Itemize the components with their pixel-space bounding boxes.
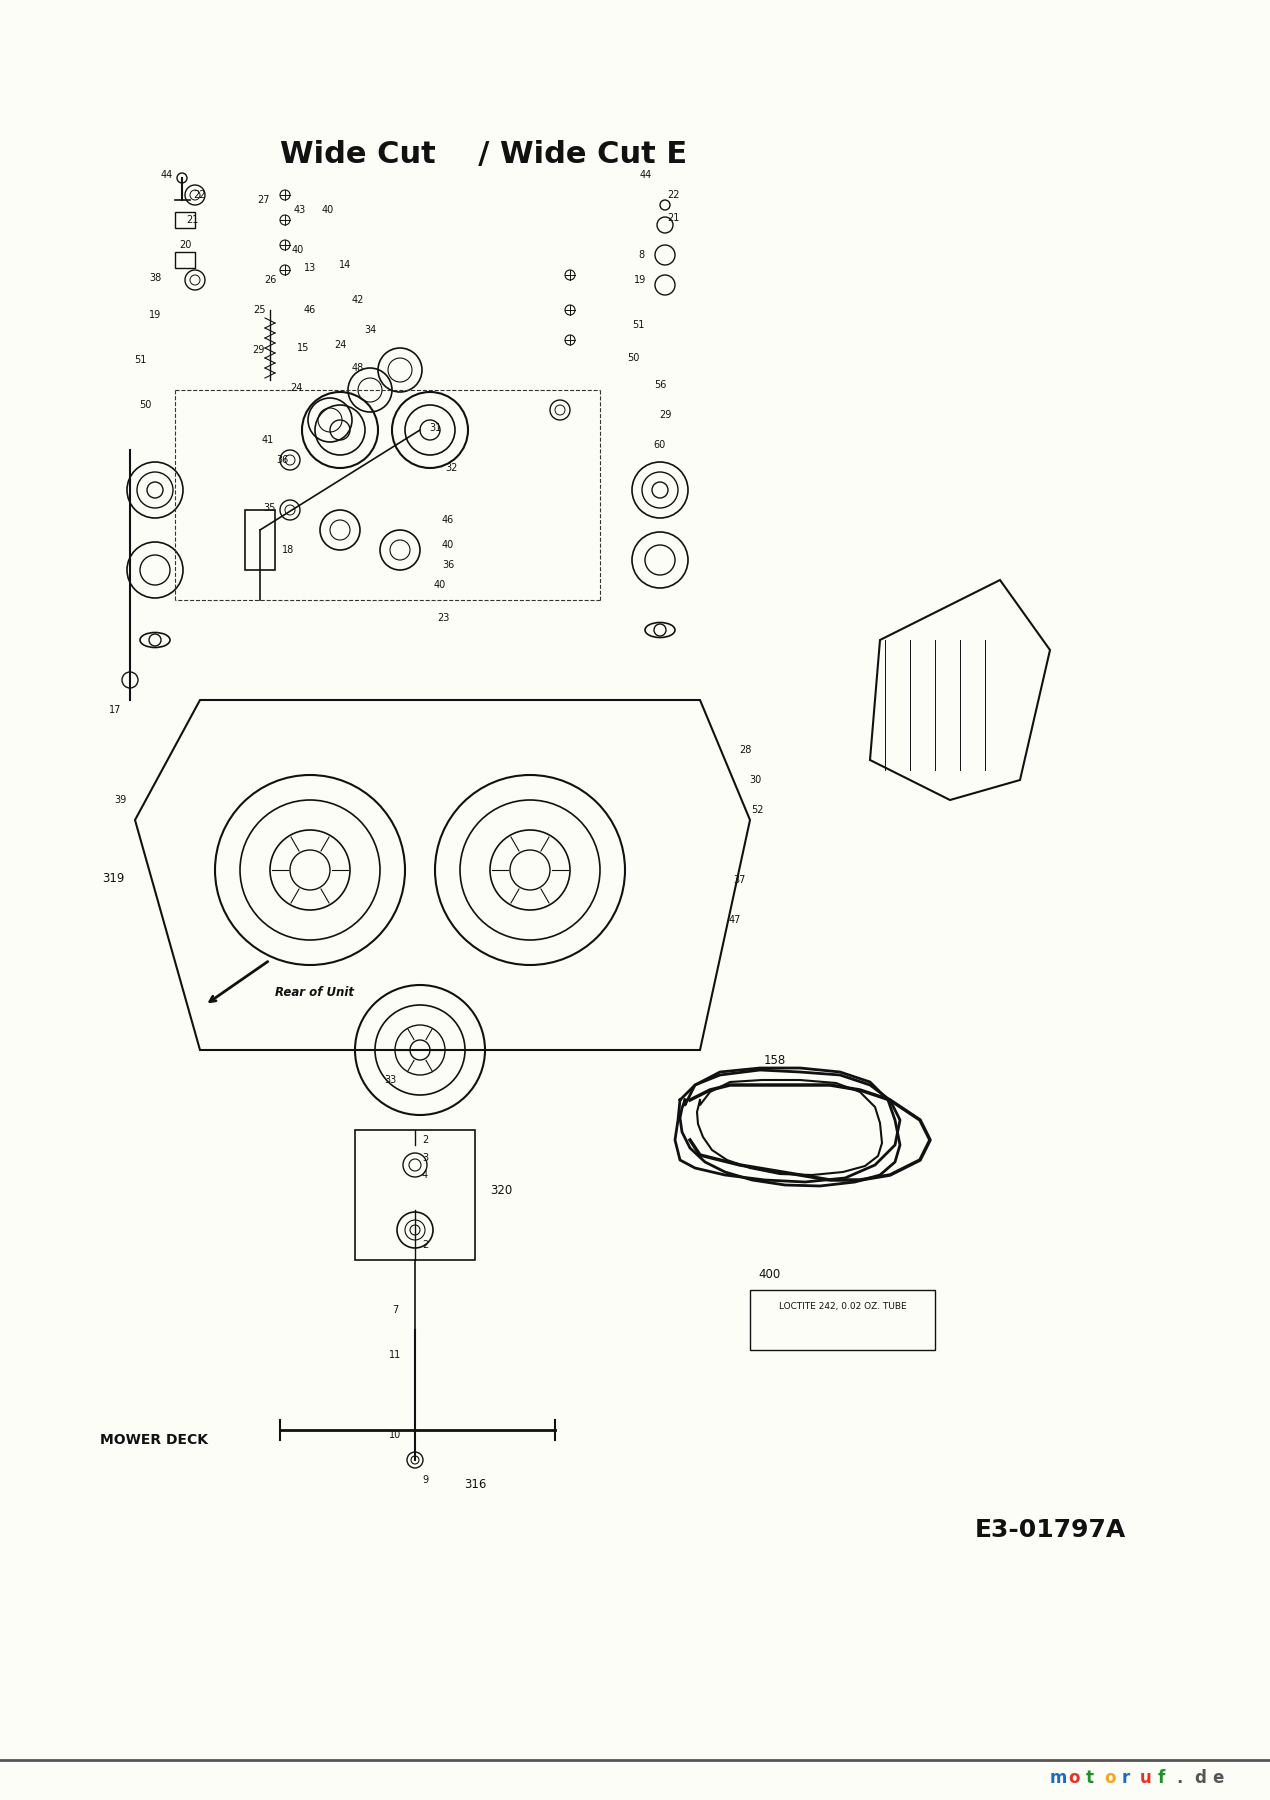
Text: 31: 31	[429, 423, 441, 434]
Text: MOWER DECK: MOWER DECK	[100, 1433, 208, 1447]
Text: 43: 43	[293, 205, 306, 214]
Text: t: t	[1086, 1769, 1093, 1787]
Text: 25: 25	[254, 304, 267, 315]
Text: 21: 21	[667, 212, 679, 223]
Text: 48: 48	[352, 364, 364, 373]
Bar	[175, 212, 196, 229]
Text: 11: 11	[389, 1350, 401, 1361]
Text: 23: 23	[437, 614, 450, 623]
Bar	[751, 1291, 935, 1350]
Text: e: e	[1212, 1769, 1223, 1787]
Text: 33: 33	[384, 1075, 396, 1085]
Text: 40: 40	[434, 580, 446, 590]
Text: 60: 60	[654, 439, 667, 450]
Text: 40: 40	[321, 205, 334, 214]
Text: 9: 9	[422, 1474, 428, 1485]
Text: 56: 56	[654, 380, 667, 391]
Text: 24: 24	[290, 383, 302, 392]
Text: E3-01797A: E3-01797A	[974, 1517, 1125, 1543]
Text: 37: 37	[734, 875, 747, 886]
Bar	[356, 1130, 475, 1260]
Text: r: r	[1121, 1769, 1130, 1787]
Text: Wide Cut    / Wide Cut E: Wide Cut / Wide Cut E	[279, 140, 687, 169]
Text: LOCTITE 242, 0.02 OZ. TUBE: LOCTITE 242, 0.02 OZ. TUBE	[780, 1303, 907, 1312]
Text: 15: 15	[297, 344, 309, 353]
Text: 52: 52	[751, 805, 763, 815]
Text: 28: 28	[739, 745, 751, 754]
Text: 40: 40	[292, 245, 304, 256]
Text: 158: 158	[763, 1053, 786, 1066]
Text: 29: 29	[251, 346, 264, 355]
Text: o: o	[1068, 1769, 1080, 1787]
Text: 46: 46	[304, 304, 316, 315]
Text: 42: 42	[352, 295, 364, 304]
Text: 400: 400	[758, 1269, 780, 1282]
Text: 29: 29	[659, 410, 671, 419]
Text: 7: 7	[392, 1305, 398, 1316]
Text: 2: 2	[422, 1136, 428, 1145]
Text: 22: 22	[194, 191, 206, 200]
Text: 46: 46	[442, 515, 455, 526]
Text: 19: 19	[634, 275, 646, 284]
Text: 14: 14	[339, 259, 351, 270]
Text: 21: 21	[185, 214, 198, 225]
Text: d: d	[1194, 1769, 1206, 1787]
Text: 51: 51	[133, 355, 146, 365]
Text: 50: 50	[627, 353, 639, 364]
Text: 40: 40	[442, 540, 455, 551]
Text: m: m	[1050, 1769, 1067, 1787]
Text: 22: 22	[667, 191, 679, 200]
Text: 13: 13	[304, 263, 316, 274]
Text: 4: 4	[422, 1170, 428, 1181]
Text: 18: 18	[282, 545, 295, 554]
Text: 316: 316	[464, 1478, 486, 1492]
Text: 3: 3	[422, 1154, 428, 1163]
Text: 19: 19	[149, 310, 161, 320]
Text: 44: 44	[161, 169, 173, 180]
Text: o: o	[1104, 1769, 1115, 1787]
Text: 36: 36	[442, 560, 455, 571]
Text: 51: 51	[631, 320, 644, 329]
Text: 39: 39	[114, 796, 126, 805]
Text: .: .	[1176, 1769, 1182, 1787]
Text: 44: 44	[640, 169, 652, 180]
Text: u: u	[1140, 1769, 1152, 1787]
Text: 17: 17	[109, 706, 121, 715]
Text: f: f	[1158, 1769, 1166, 1787]
Text: 319: 319	[102, 871, 124, 884]
Text: 24: 24	[334, 340, 347, 349]
Text: 26: 26	[264, 275, 276, 284]
Text: 38: 38	[149, 274, 161, 283]
Text: 41: 41	[262, 436, 274, 445]
Text: 35: 35	[264, 502, 276, 513]
Text: 20: 20	[179, 239, 192, 250]
Text: Rear of Unit: Rear of Unit	[276, 986, 354, 999]
Text: 47: 47	[729, 914, 742, 925]
Bar	[175, 252, 196, 268]
Text: 50: 50	[138, 400, 151, 410]
Text: 34: 34	[364, 326, 376, 335]
Text: 32: 32	[446, 463, 458, 473]
Text: 36: 36	[276, 455, 288, 464]
Text: 10: 10	[389, 1429, 401, 1440]
Bar	[245, 509, 276, 571]
Text: 2: 2	[422, 1240, 428, 1249]
Text: 30: 30	[749, 776, 761, 785]
Text: 8: 8	[638, 250, 644, 259]
Text: 320: 320	[490, 1184, 512, 1197]
Text: 27: 27	[257, 194, 269, 205]
